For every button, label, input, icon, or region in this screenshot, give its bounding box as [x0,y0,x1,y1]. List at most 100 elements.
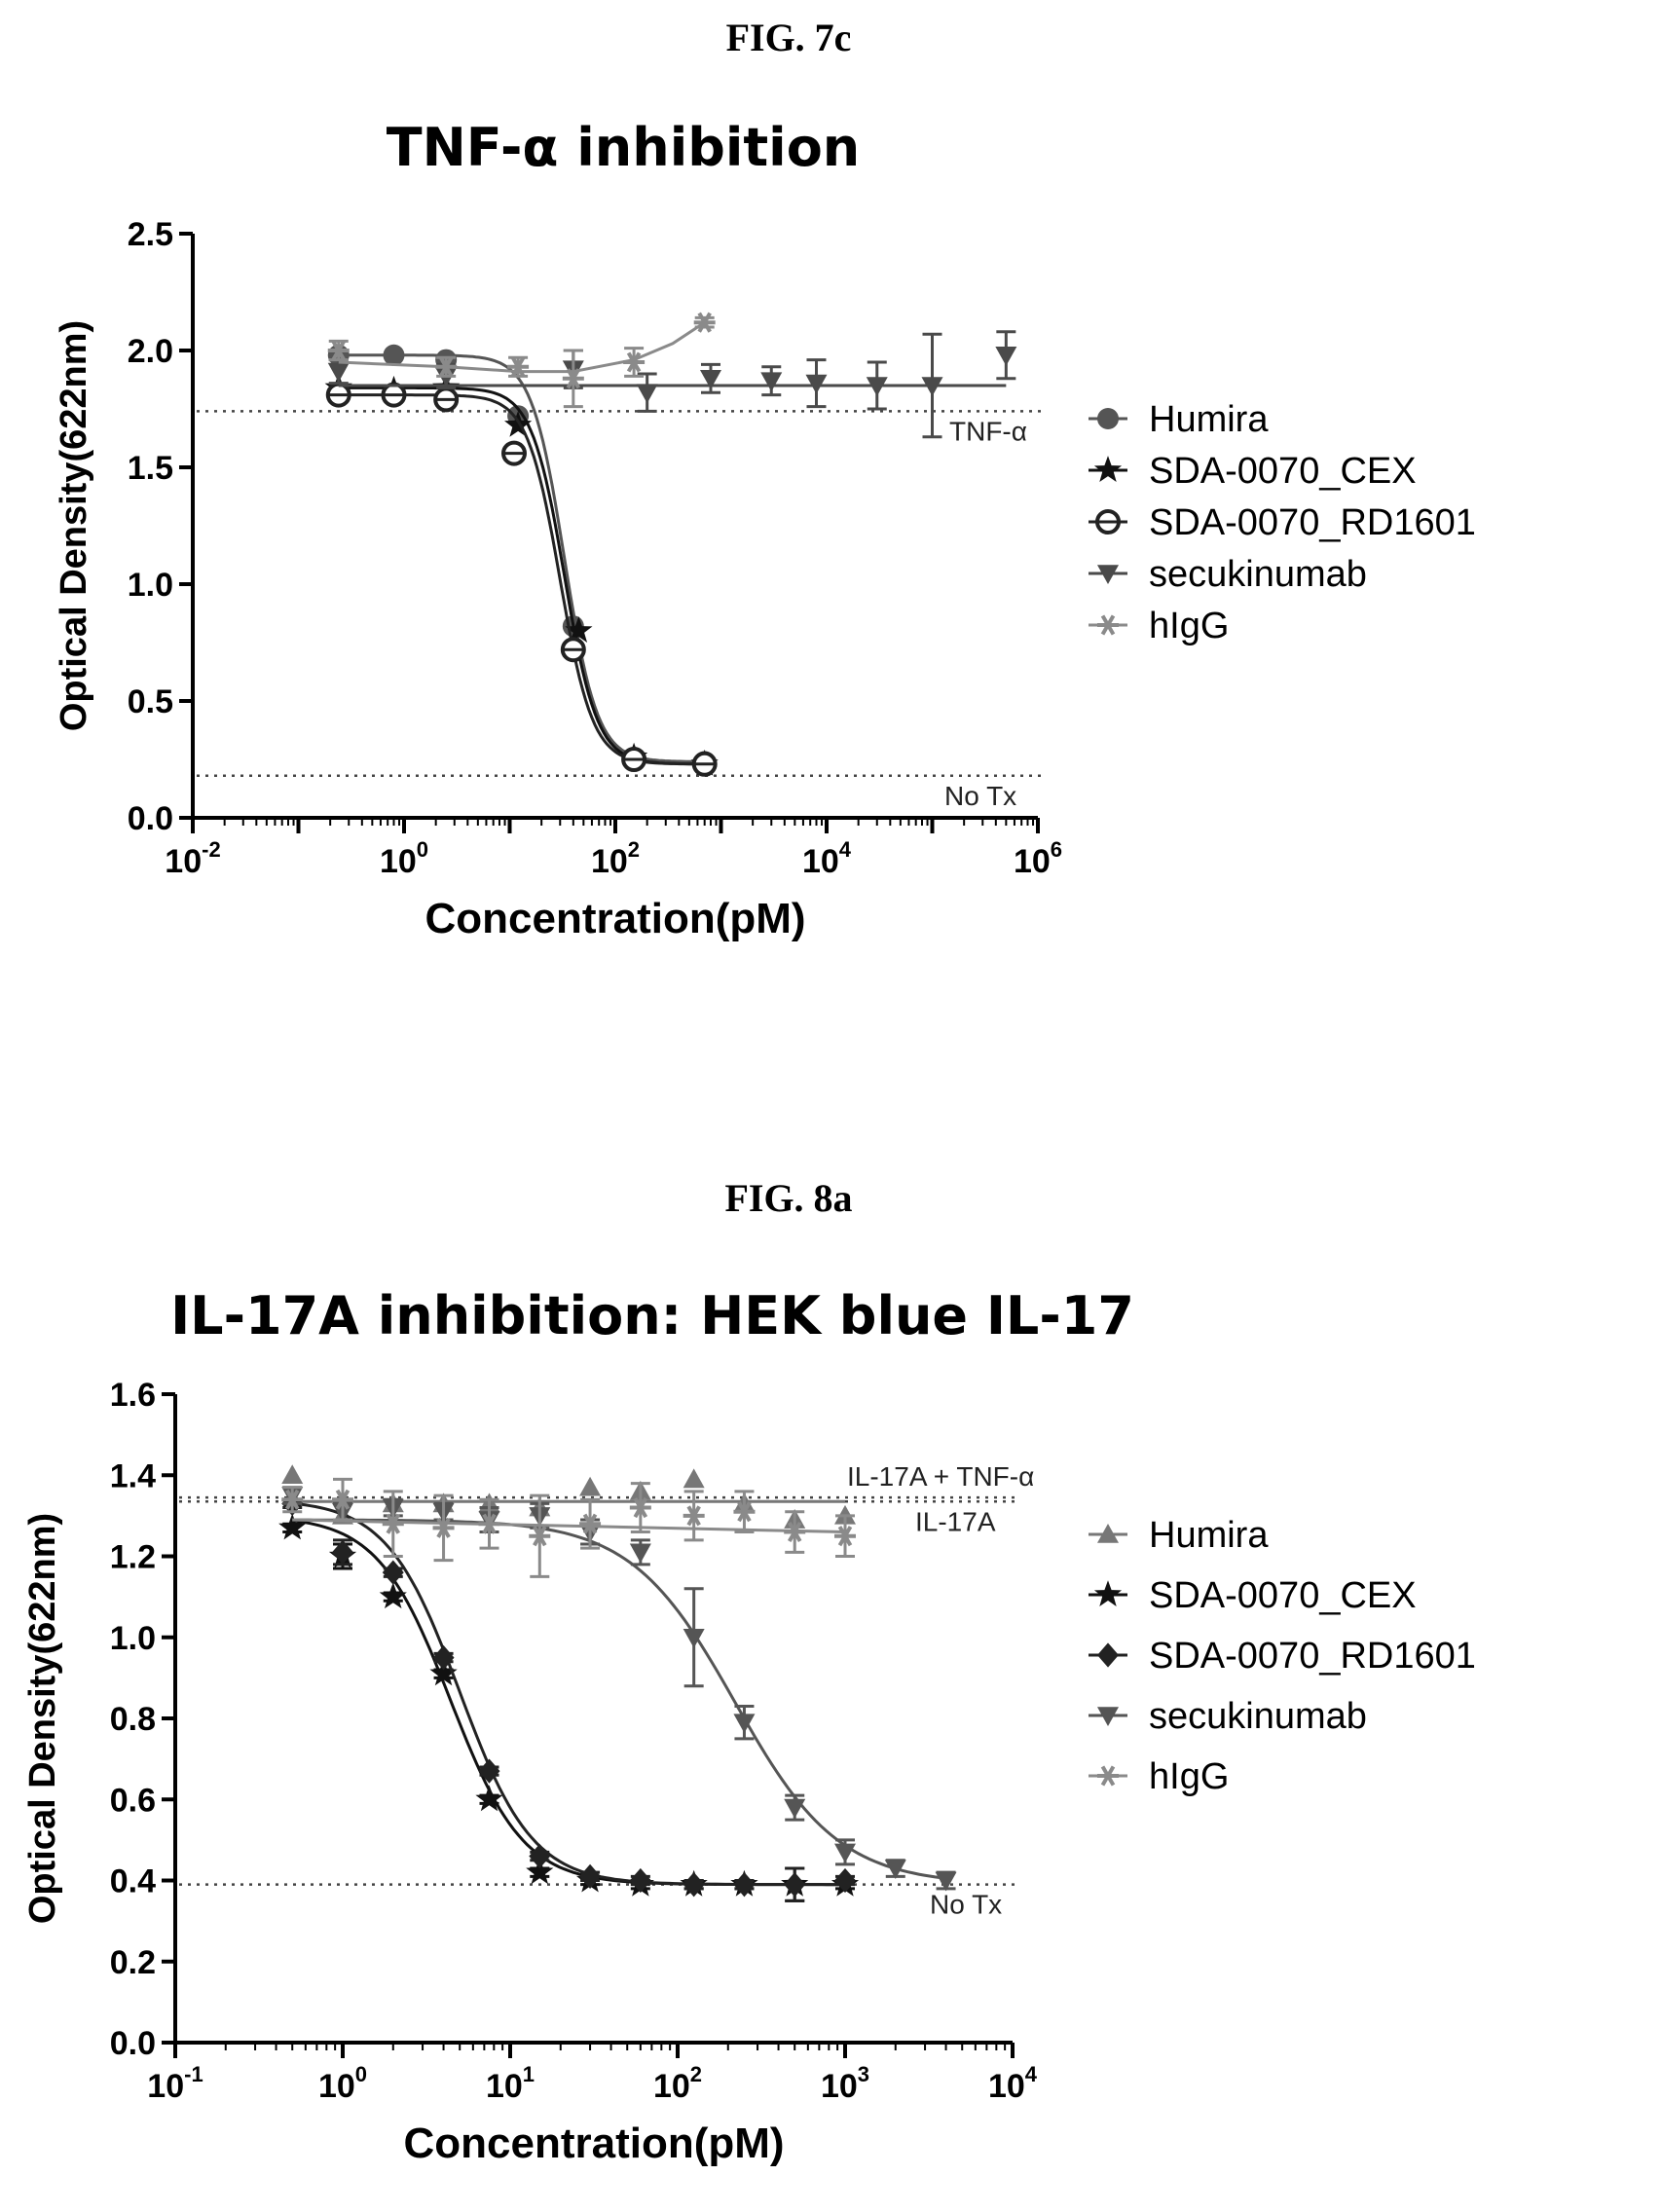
x-tick-exponent: -1 [184,2062,203,2086]
data-point-higg-arm [686,1505,701,1527]
legend-marker-secukinumab [1097,1707,1119,1726]
series-humira [327,344,716,773]
fit-curve-sda-0070-rd1601 [292,1501,845,1887]
data-point-higg [382,1513,404,1534]
series-sda-0070-rd1601 [325,382,718,777]
data-point-secukinumab [784,1798,806,1819]
x-tick-label: 100 [318,2062,367,2105]
x-tick-exponent: 0 [355,2062,367,2086]
data-point-higg-arm [582,1513,598,1534]
data-point-humira [683,1468,705,1489]
figure-label-7c: FIG. 7c [726,16,852,59]
series-sda-0070-cex [278,1513,860,1902]
data-point-higg-arm [510,356,526,378]
data-point-higg [332,1489,353,1510]
x-tick-label: 10-2 [165,837,220,880]
data-point-higg-arm [386,1513,401,1534]
data-point-sda-0070-cex [278,1513,307,1540]
data-point-higg-arm [482,1513,497,1534]
data-point-sda-0070-cex [565,616,593,643]
series-higg [327,312,716,409]
data-point-sda-0070-rd1601 [500,440,527,466]
legend-label-secukinumab: secukinumab [1149,1696,1367,1737]
fit-line-higg [292,1518,846,1534]
series-secukinumab [281,1486,957,1892]
data-point-higg-arm [436,1517,451,1538]
data-point-higg [629,1497,651,1519]
data-point-higg [623,351,646,373]
data-point-higg-arm [787,1521,802,1543]
data-point-sda-0070-cex [526,1858,554,1885]
data-point-higg [733,1501,756,1523]
data-point-higg [432,1517,455,1538]
data-point-sda-0070-rd1601 [529,1843,551,1869]
y-axis-title: Optical Density(622nm) [54,320,94,731]
y-tick-label: 2.0 [128,333,173,370]
x-tick-base: 10 [318,2068,355,2105]
x-tick-exponent: 2 [628,837,640,862]
data-point-secukinumab [921,377,943,396]
data-point-secukinumab [733,1714,756,1734]
x-tick-label: 104 [802,837,852,880]
x-tick-exponent: -2 [202,837,221,862]
x-tick-base: 10 [165,843,202,880]
x-tick-label: 10-1 [147,2062,203,2105]
x-tick-exponent: 6 [1051,837,1062,862]
data-point-higg-arm [335,1489,351,1510]
legend-label-sda-0070-cex: SDA-0070_CEX [1149,1575,1417,1616]
y-tick-label: 1.4 [110,1457,156,1494]
data-point-secukinumab [636,384,658,404]
data-point-higg [834,1526,856,1547]
legend-label-sda-0070-rd1601: SDA-0070_RD1601 [1149,1636,1476,1677]
data-point-secukinumab [866,377,888,396]
y-tick-label: 0.0 [110,2025,156,2062]
x-tick-base: 10 [591,843,628,880]
data-point-sda-0070-rd1601 [733,1872,756,1898]
data-point-secukinumab [935,1871,957,1892]
data-point-humira [383,344,405,366]
x-tick-base: 10 [1014,843,1051,880]
data-point-sda-0070-rd1601 [433,387,460,413]
data-point-higg-arm [331,340,346,361]
y-tick-label: 0.2 [110,1944,156,1981]
y-tick-label: 1.0 [128,567,173,604]
data-point-secukinumab [884,1860,906,1880]
data-point-higg [529,1526,551,1547]
chart-il17a-inhibition: IL-17A inhibition: HEK blue IL-17 0.0 0.2 0… [22,1285,1476,2167]
x-tick-exponent: 4 [1025,2062,1038,2086]
data-point-sda-0070-cex [429,1659,458,1686]
data-point-sda-0070-rd1601 [432,1644,455,1671]
y-axis-title: Optical Density(622nm) [22,1513,63,1924]
data-point-secukinumab [834,1843,856,1863]
x-tick-base: 10 [802,843,839,880]
y-tick-label: 1.6 [110,1377,156,1414]
y-tick-label: 0.4 [110,1863,156,1900]
x-tick-base: 10 [988,2068,1025,2105]
data-point-secukinumab [995,347,1017,366]
x-tick-exponent: 1 [523,2062,535,2086]
data-point-secukinumab [629,1543,651,1564]
series-sda-0070-cex [324,373,719,776]
data-point-sda-0070-rd1601 [579,1863,602,1889]
y-tick-label: 0.0 [128,800,173,837]
x-tick-base: 10 [147,2068,184,2105]
series-secukinumab [327,330,1017,439]
legend-label-sda-0070-cex: SDA-0070_CEX [1149,451,1417,492]
data-point-higg [693,312,716,333]
data-point-sda-0070-cex [379,1582,407,1609]
legend-label-sda-0070-rd1601: SDA-0070_RD1601 [1149,502,1476,543]
data-point-sda-0070-rd1601 [381,382,407,408]
data-point-sda-0070-rd1601 [621,747,647,772]
data-point-sda-0070-cex [475,1785,503,1812]
series-sda-0070-rd1601 [281,1491,856,1902]
data-point-higg [784,1521,806,1543]
y-tick-label: 1.5 [128,450,173,487]
data-point-secukinumab [683,1628,705,1648]
x-tick-label: 102 [591,837,640,880]
x-tick-base: 10 [653,2068,690,2105]
data-point-sda-0070-rd1601 [560,637,586,663]
data-point-higg-arm [697,312,712,333]
reference-label-no-tx: No Tx [944,781,1016,811]
x-tick-label: 103 [821,2062,869,2105]
